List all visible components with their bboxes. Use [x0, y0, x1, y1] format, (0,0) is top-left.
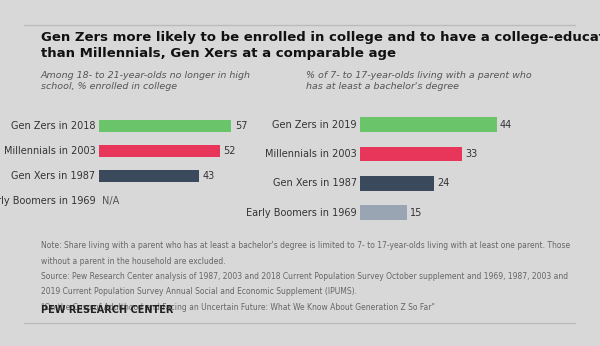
Text: "On the Cusp of Adulthood and Facing an Uncertain Future: What We Know About Gen: "On the Cusp of Adulthood and Facing an … [41, 302, 434, 311]
Bar [360, 176, 434, 191]
Text: 15: 15 [410, 208, 422, 218]
Text: Early Boomers in 1969: Early Boomers in 1969 [246, 208, 357, 218]
Bar [99, 119, 231, 132]
Text: Millennials in 2003: Millennials in 2003 [4, 146, 95, 156]
Text: 43: 43 [202, 171, 214, 181]
Text: Note: Share living with a parent who has at least a bachelor's degree is limited: Note: Share living with a parent who has… [41, 242, 569, 251]
Text: Among 18- to 21-year-olds no longer in high
school, % enrolled in college: Among 18- to 21-year-olds no longer in h… [41, 71, 251, 91]
Text: Gen Zers more likely to be enrolled in college and to have a college-educated pa: Gen Zers more likely to be enrolled in c… [41, 31, 600, 44]
Bar [99, 170, 199, 182]
Text: Gen Xers in 1987: Gen Xers in 1987 [273, 178, 357, 188]
Text: Millennials in 2003: Millennials in 2003 [265, 149, 357, 159]
Text: 44: 44 [500, 120, 512, 130]
Text: 33: 33 [466, 149, 478, 159]
Text: Gen Zers in 2018: Gen Zers in 2018 [11, 121, 95, 131]
Text: Source: Pew Research Center analysis of 1987, 2003 and 2018 Current Population S: Source: Pew Research Center analysis of … [41, 272, 568, 281]
Text: Early Boomers in 1969: Early Boomers in 1969 [0, 196, 95, 206]
Bar [99, 145, 220, 157]
Text: % of 7- to 17-year-olds living with a parent who
has at least a bachelor's degre: % of 7- to 17-year-olds living with a pa… [305, 71, 531, 91]
Text: PEW RESEARCH CENTER: PEW RESEARCH CENTER [41, 305, 173, 315]
Bar [360, 118, 497, 132]
Text: N/A: N/A [103, 196, 120, 206]
Text: than Millennials, Gen Xers at a comparable age: than Millennials, Gen Xers at a comparab… [41, 47, 395, 60]
Text: 2019 Current Population Survey Annual Social and Economic Supplement (IPUMS).: 2019 Current Population Survey Annual So… [41, 287, 356, 296]
Text: Gen Xers in 1987: Gen Xers in 1987 [11, 171, 95, 181]
Text: Gen Zers in 2019: Gen Zers in 2019 [272, 120, 357, 130]
Text: 52: 52 [223, 146, 236, 156]
Text: 24: 24 [437, 178, 450, 188]
Bar [360, 147, 463, 161]
Text: without a parent in the household are excluded.: without a parent in the household are ex… [41, 257, 225, 266]
Text: 57: 57 [235, 121, 247, 131]
Bar [360, 205, 407, 220]
